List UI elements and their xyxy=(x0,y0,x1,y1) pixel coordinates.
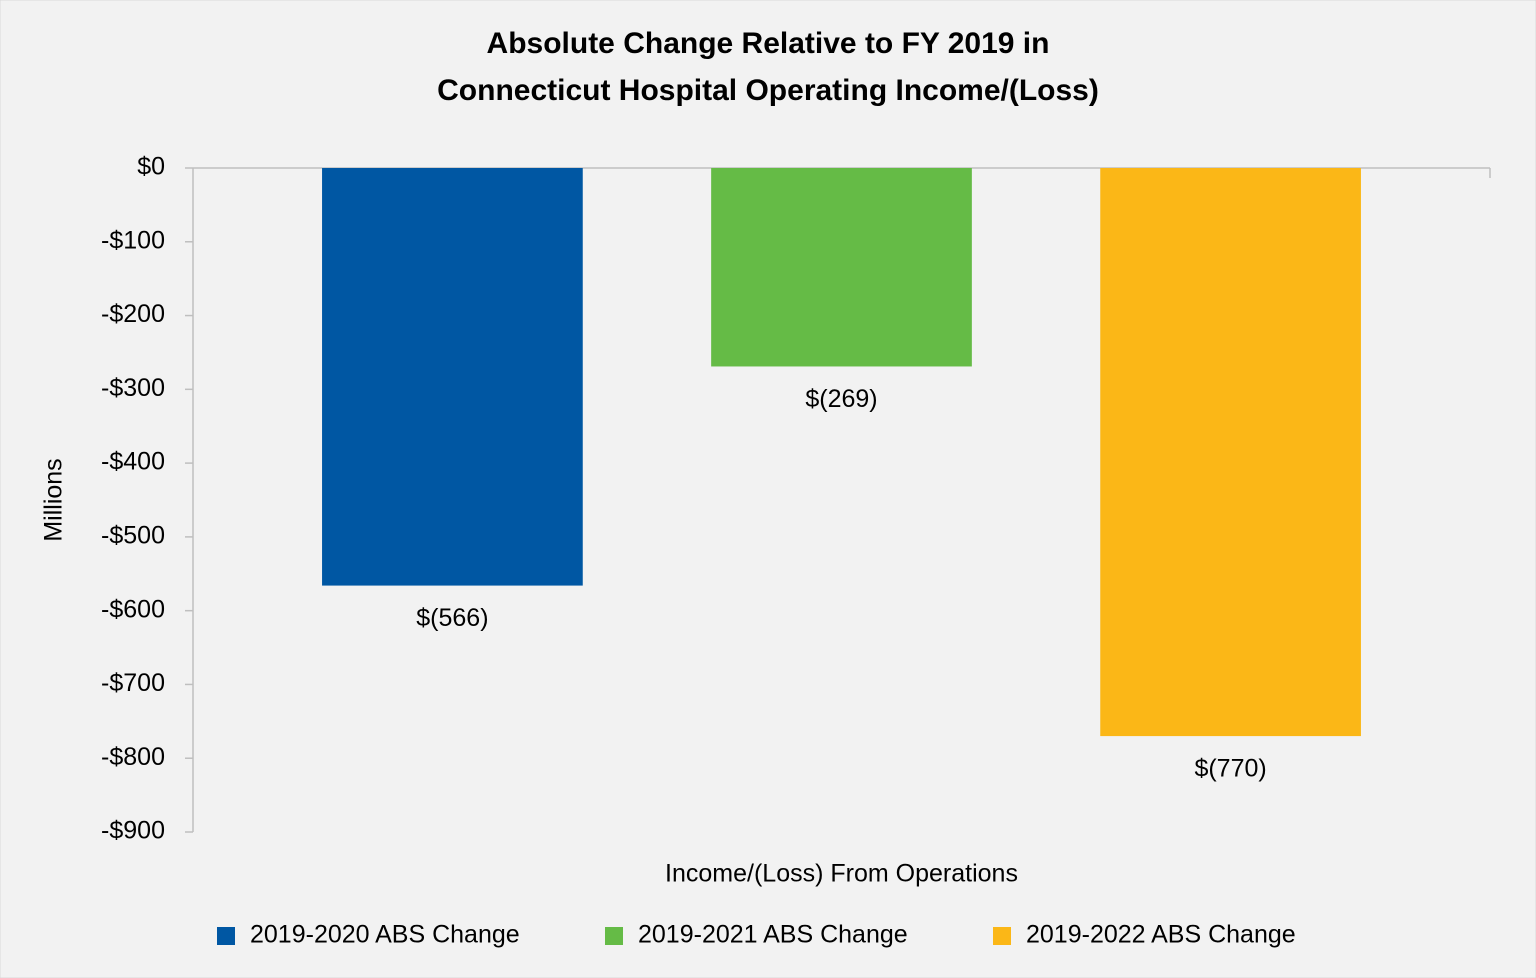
legend-swatch xyxy=(605,927,623,945)
legend-swatch xyxy=(217,927,235,945)
y-tick-label: -$100 xyxy=(101,226,165,254)
y-tick-label: $0 xyxy=(137,153,165,181)
bar xyxy=(1100,168,1361,737)
y-tick-label: -$300 xyxy=(101,374,165,402)
data-label: $(770) xyxy=(1194,755,1266,783)
y-tick-label: -$600 xyxy=(101,595,165,623)
legend-label: 2019-2020 ABS Change xyxy=(250,921,520,949)
data-label: $(566) xyxy=(416,604,488,632)
y-tick-label: -$900 xyxy=(101,817,165,845)
legend-label: 2019-2022 ABS Change xyxy=(1026,921,1296,949)
y-tick-label: -$800 xyxy=(101,743,165,771)
y-axis-label: Millions xyxy=(40,458,68,541)
x-tick-label: Income/(Loss) From Operations xyxy=(665,860,1018,888)
chart-title: Connecticut Hospital Operating Income/(L… xyxy=(437,74,1099,107)
bar xyxy=(322,168,583,586)
data-label: $(269) xyxy=(805,385,877,413)
y-tick-label: -$400 xyxy=(101,448,165,476)
y-tick-label: -$700 xyxy=(101,669,165,697)
chart-title: Absolute Change Relative to FY 2019 in xyxy=(487,27,1050,60)
legend-swatch xyxy=(993,927,1011,945)
bar xyxy=(711,168,972,367)
legend-label: 2019-2021 ABS Change xyxy=(638,921,908,949)
y-tick-label: -$200 xyxy=(101,300,165,328)
y-tick-label: -$500 xyxy=(101,521,165,549)
